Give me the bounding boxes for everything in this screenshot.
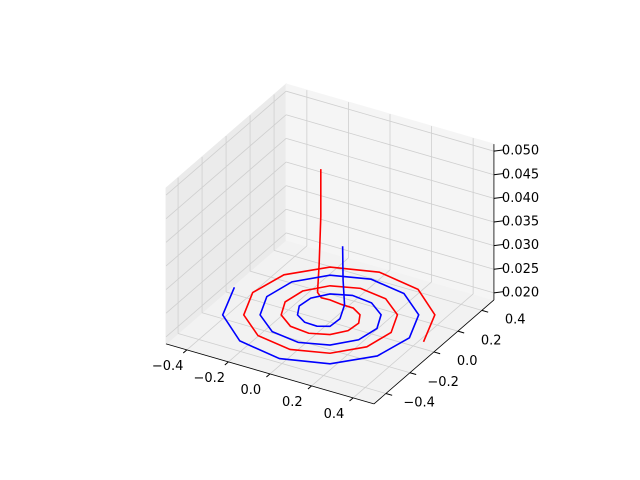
tick-mark (493, 172, 504, 176)
y-tick-label: −0.4 (403, 396, 435, 411)
tick-mark (307, 385, 312, 390)
tick-mark (493, 196, 504, 199)
x-axis-line (165, 343, 375, 405)
z-tick-label: 0.040 (502, 191, 539, 206)
tick-mark (493, 267, 504, 270)
grid-line (165, 90, 287, 196)
grid-line (165, 161, 287, 267)
tick-mark (493, 220, 504, 223)
tick-mark (409, 372, 417, 376)
y-tick-label: 0.2 (481, 333, 502, 348)
grid-line (165, 138, 287, 243)
tick-mark (385, 393, 393, 396)
z-tick-label: 0.035 (502, 215, 539, 230)
z-tick-label: 0.045 (502, 167, 539, 182)
tick-mark (481, 309, 489, 313)
tick-mark (493, 243, 504, 247)
grid-line (225, 291, 435, 353)
y-tick-label: −0.2 (427, 375, 459, 390)
y-axis-line (373, 299, 495, 405)
tick-mark (266, 373, 271, 378)
tick-mark (433, 351, 441, 355)
x-tick-label: 0.0 (240, 383, 261, 398)
grid-line (165, 114, 287, 220)
grid-line (249, 270, 459, 332)
z-tick-label: 0.025 (502, 262, 539, 277)
grid-line (177, 333, 387, 394)
grid-line (285, 138, 495, 199)
z-tick-label: 0.050 (502, 144, 539, 159)
tick-mark (457, 330, 465, 334)
series-line (242, 169, 436, 355)
tick-mark (493, 291, 504, 294)
x-tick-label: 0.2 (282, 395, 303, 410)
grid-line (285, 90, 495, 152)
grid-line (165, 185, 287, 290)
tick-mark (224, 361, 229, 366)
y-tick-label: 0.4 (505, 312, 526, 327)
x-tick-label: 0.4 (324, 407, 345, 422)
x-tick-label: −0.2 (193, 371, 225, 386)
y-tick-label: 0.0 (457, 354, 478, 369)
z-tick-label: 0.020 (502, 285, 539, 300)
grid-line (285, 114, 495, 176)
tick-mark (493, 149, 504, 152)
tick-mark (349, 397, 354, 402)
grid-line (285, 232, 495, 294)
tick-mark (182, 349, 188, 354)
grid-line (165, 208, 287, 314)
grid-line (273, 249, 483, 311)
series-line (221, 246, 420, 365)
grid-line (165, 232, 287, 338)
x-tick-label: −0.4 (152, 359, 184, 374)
z-tick-label: 0.030 (502, 238, 539, 253)
